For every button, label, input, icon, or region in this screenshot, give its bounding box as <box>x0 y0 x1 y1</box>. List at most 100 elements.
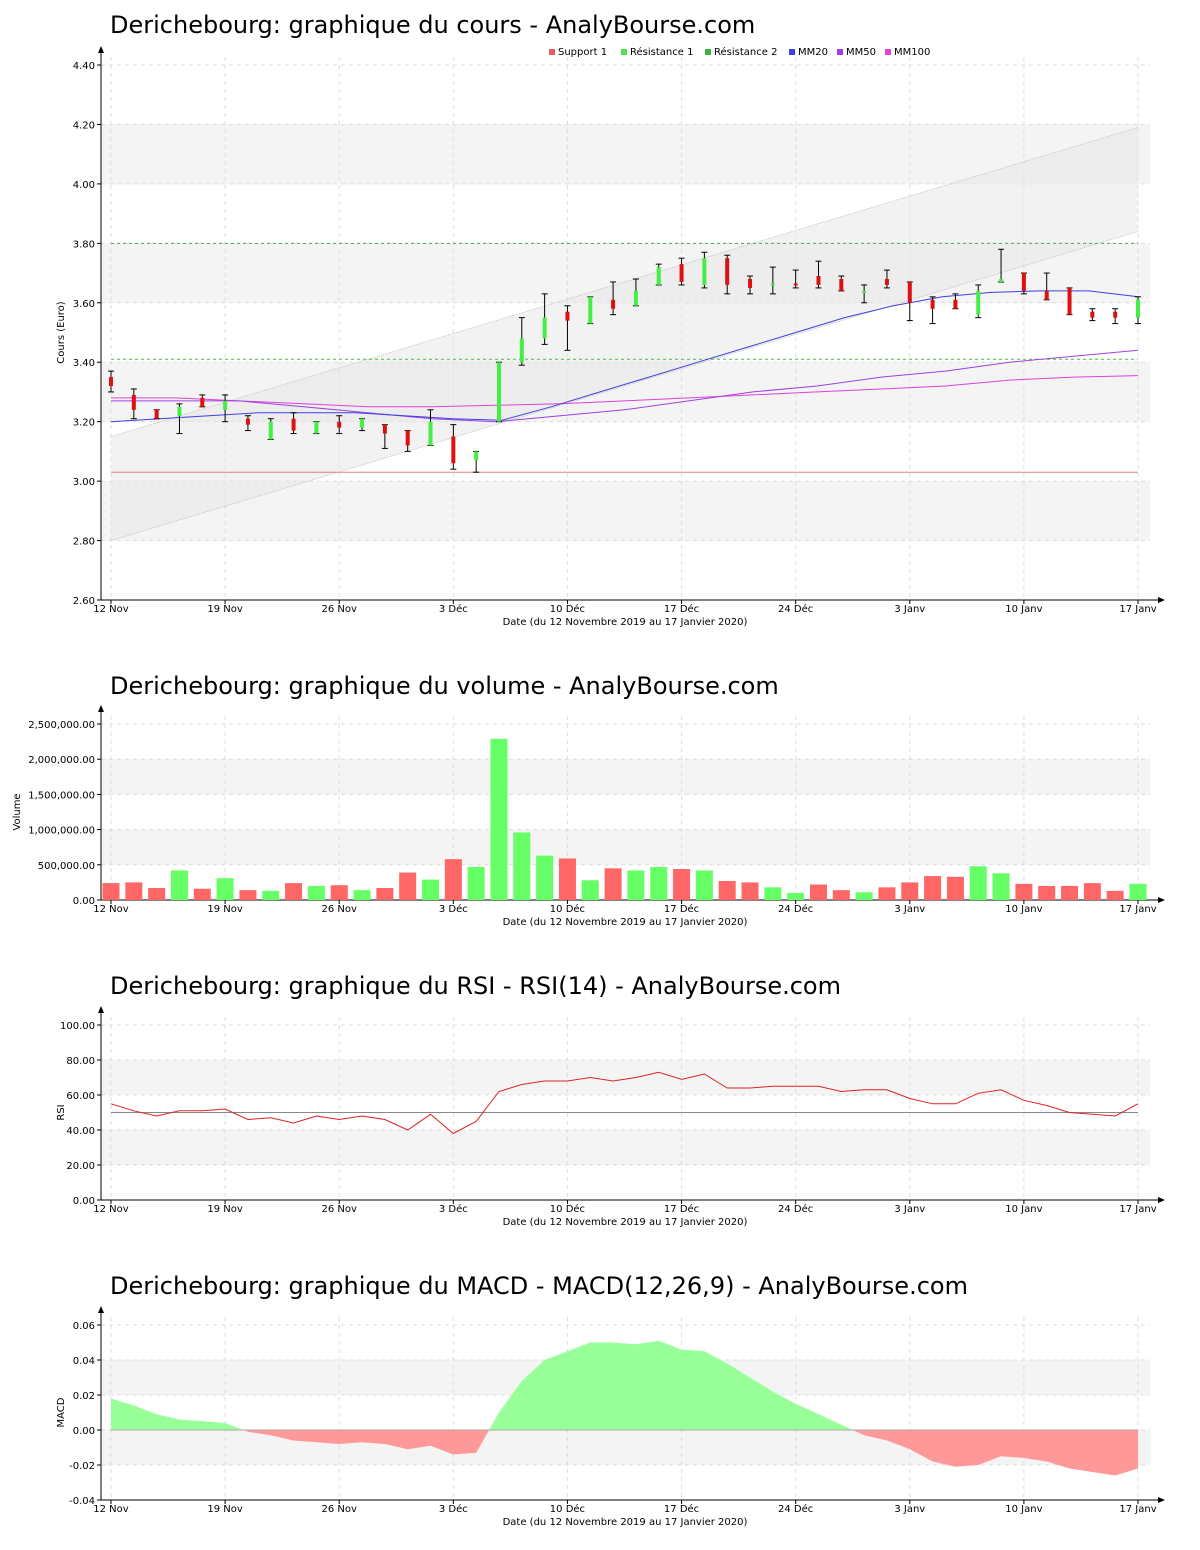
x-tick-label: 17 Janv <box>1119 1504 1156 1515</box>
candle-down <box>748 279 753 288</box>
volume-bar <box>695 870 713 900</box>
x-tick-label: 24 Déc <box>778 1203 813 1215</box>
x-tick-label: 3 Déc <box>439 1503 468 1515</box>
candle-up <box>770 283 775 286</box>
candle-down <box>245 418 250 425</box>
candle-down <box>131 394 136 410</box>
candle-up <box>223 400 228 410</box>
volume-bar <box>832 890 850 900</box>
y-tick-label: 0.00 <box>73 1426 95 1437</box>
x-axis-arrow <box>1158 597 1165 603</box>
y-tick-label: 2.80 <box>73 537 95 548</box>
candle-down <box>930 299 935 309</box>
candle-down <box>200 397 205 407</box>
x-axis-arrow <box>1158 1497 1165 1503</box>
x-tick-label: 17 Janv <box>1119 1204 1156 1215</box>
grid-band <box>101 124 1150 184</box>
volume-bar <box>125 882 143 900</box>
x-tick-label: 17 Déc <box>664 1203 699 1215</box>
candle-up <box>177 406 182 416</box>
legend-swatch <box>705 49 711 55</box>
volume-bar <box>1083 883 1101 900</box>
volume-bar <box>422 879 440 900</box>
y-tick-label: 100.00 <box>60 1021 95 1032</box>
volume-bar <box>376 888 394 900</box>
x-tick-label: 10 Janv <box>1005 1504 1042 1515</box>
x-tick-label: 26 Nov <box>322 1204 358 1215</box>
mm20-line <box>110 290 1139 423</box>
candle-up <box>862 290 867 293</box>
y-tick-label: 2.60 <box>73 596 95 607</box>
y-tick-label: 3.20 <box>73 418 95 429</box>
volume-bar <box>604 868 622 900</box>
candle-down <box>565 311 570 321</box>
legend-swatch <box>789 49 795 55</box>
volume-bar <box>901 882 919 900</box>
x-tick-label: 3 Déc <box>439 1203 468 1215</box>
chart-title: Derichebourg: graphique du RSI - RSI(14)… <box>110 972 841 1000</box>
volume-bar <box>764 887 782 900</box>
legend-entry: MM50 <box>846 47 876 58</box>
volume-bar <box>285 883 303 900</box>
volume-bar <box>627 870 645 900</box>
candle-down <box>1044 290 1049 300</box>
volume-bar <box>239 890 257 900</box>
y-tick-label: -0.04 <box>69 1496 95 1507</box>
candle-down <box>154 409 159 419</box>
volume-bar <box>467 866 485 900</box>
candle-down <box>839 279 844 291</box>
x-tick-label: 3 Déc <box>439 603 468 615</box>
candle-up <box>542 317 547 339</box>
candle-up <box>268 421 273 440</box>
x-tick-label: 26 Nov <box>322 604 358 615</box>
candle-down <box>816 276 821 285</box>
candle-down <box>884 279 889 285</box>
volume-bar <box>330 885 348 900</box>
volume-bar <box>992 873 1010 900</box>
y-axis-label: Cours (Euro) <box>56 301 67 364</box>
volume-bar <box>170 870 188 900</box>
x-axis-label: Date (du 12 Novembre 2019 au 17 Janvier … <box>503 617 748 628</box>
rsi-line <box>110 1071 1139 1135</box>
candle-down <box>382 424 387 434</box>
y-tick-label: 0.06 <box>73 1321 95 1332</box>
x-tick-label: 24 Déc <box>778 1503 813 1515</box>
x-tick-label: 3 Janv <box>894 1504 925 1515</box>
volume-bar <box>1015 883 1033 900</box>
y-tick-label: 0.00 <box>73 1196 95 1207</box>
legend-entry: Support 1 <box>558 47 607 58</box>
candle-up <box>1136 299 1140 318</box>
x-tick-label: 10 Janv <box>1005 604 1042 615</box>
x-tick-label: 12 Nov <box>93 1504 129 1515</box>
grid-band <box>101 1060 1150 1095</box>
y-tick-label: 4.00 <box>73 180 95 191</box>
x-tick-label: 26 Nov <box>322 1504 358 1515</box>
volume-bar <box>307 885 325 900</box>
volume-bar <box>741 882 759 900</box>
volume-bar <box>855 892 873 900</box>
candle-down <box>451 436 456 464</box>
grid-band <box>101 829 1150 865</box>
volume-bar <box>787 892 805 900</box>
y-tick-label: 500,000.00 <box>38 861 95 872</box>
candle-up <box>999 279 1004 282</box>
x-axis-arrow <box>1158 1197 1165 1203</box>
legend-swatch <box>549 49 555 55</box>
y-tick-label: 20.00 <box>66 1161 95 1172</box>
volume-bar <box>924 876 942 900</box>
x-tick-label: 19 Nov <box>207 1504 243 1515</box>
legend-swatch <box>621 49 627 55</box>
candle-up <box>588 296 593 324</box>
x-tick-label: 10 Janv <box>1005 1204 1042 1215</box>
x-tick-label: 10 Janv <box>1005 904 1042 915</box>
grid-band <box>101 1130 1150 1165</box>
volume-bar <box>809 884 827 900</box>
candle-down <box>1021 273 1026 291</box>
x-axis-label: Date (du 12 Novembre 2019 au 17 Janvier … <box>503 1517 748 1528</box>
x-tick-label: 3 Janv <box>894 1204 925 1215</box>
volume-bar <box>148 888 166 900</box>
macd-negative-area <box>111 1430 1138 1476</box>
candle-down <box>1090 311 1095 318</box>
legend-entry: Résistance 2 <box>714 46 777 58</box>
candle-down <box>1113 311 1118 318</box>
